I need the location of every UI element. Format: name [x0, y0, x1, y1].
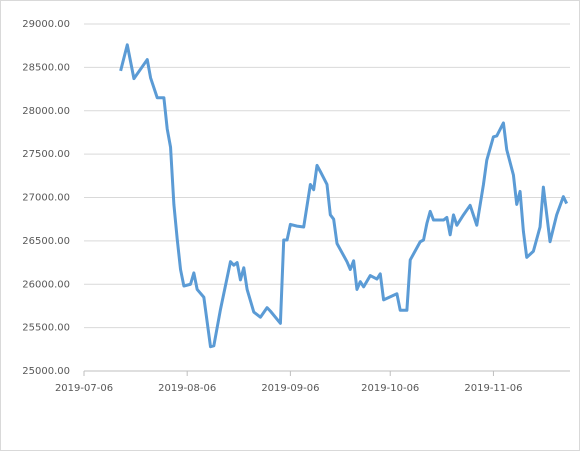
y-tick-label: 27500.00 [22, 149, 70, 160]
x-tick-label: 2019-08-06 [158, 383, 216, 394]
x-tick-label: 2019-09-06 [261, 383, 319, 394]
y-tick-label: 26500.00 [22, 236, 70, 247]
series-line [119, 43, 569, 349]
y-tick-label: 28500.00 [22, 62, 70, 73]
y-tick-label: 25000.00 [22, 366, 70, 377]
y-tick-label: 26000.00 [22, 279, 70, 290]
x-tick-label: 2019-10-06 [361, 383, 419, 394]
y-tick-label: 27000.00 [22, 193, 70, 204]
y-tick-label: 28000.00 [22, 106, 70, 117]
x-tick-label: 2019-07-06 [55, 383, 113, 394]
x-tick-label: 2019-11-06 [464, 383, 522, 394]
y-tick-label: 25500.00 [22, 323, 70, 334]
y-tick-label: 29000.00 [22, 19, 70, 30]
